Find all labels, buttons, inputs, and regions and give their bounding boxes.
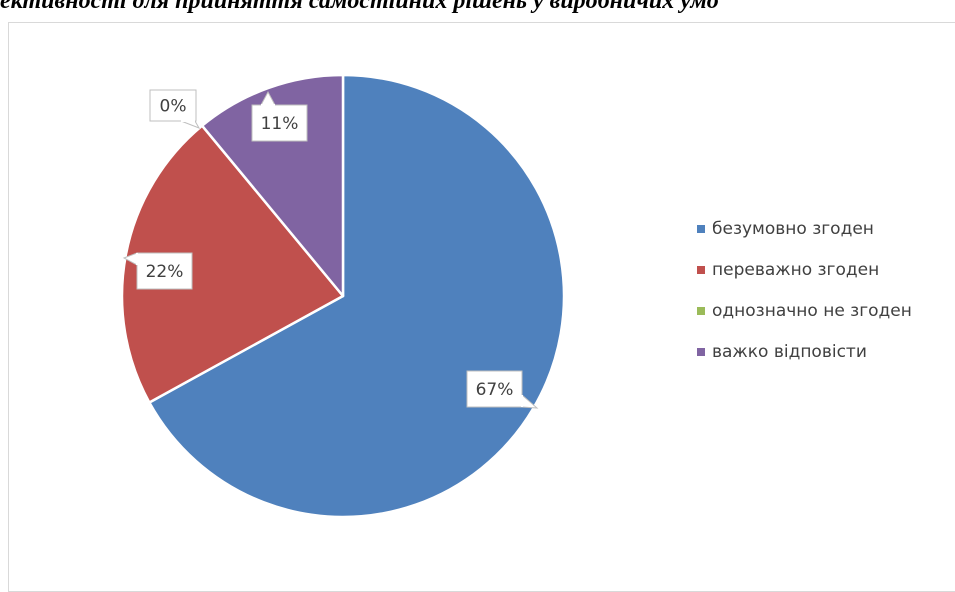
legend-label: безумовно згоден bbox=[712, 218, 874, 239]
legend-label: однозначно не згоден bbox=[712, 300, 912, 321]
callout-pointer bbox=[180, 120, 201, 129]
chart-legend: безумовно згоден переважно згоден однознач… bbox=[697, 217, 912, 381]
chart-heading-fragment: ективності для прийняття самостійних ріш… bbox=[0, 0, 719, 14]
callout-box bbox=[251, 104, 308, 142]
callout-box bbox=[149, 89, 197, 122]
data-label-callout-1: 22% bbox=[122, 252, 193, 290]
pie-slice-1 bbox=[120, 124, 345, 404]
data-label-0: 67% bbox=[476, 380, 514, 400]
callout-box bbox=[136, 252, 193, 290]
legend-label: переважно згоден bbox=[712, 259, 880, 280]
legend-item-2: однозначно не згоден bbox=[697, 299, 912, 322]
data-label-1: 22% bbox=[146, 262, 184, 282]
legend-item-3: важко відповісти bbox=[697, 340, 912, 363]
data-label-callout-2: 0% bbox=[149, 89, 201, 129]
pie-chart: 67% 22% 0% 11% bbox=[120, 73, 566, 519]
legend-item-1: переважно згоден bbox=[697, 258, 912, 281]
legend-label: важко відповісти bbox=[712, 341, 867, 362]
legend-swatch bbox=[697, 306, 705, 315]
callout-box bbox=[466, 370, 523, 408]
pie-slice-3 bbox=[200, 73, 345, 298]
data-label-3: 11% bbox=[261, 114, 299, 134]
pie-slice-0 bbox=[148, 73, 566, 519]
legend-swatch bbox=[697, 265, 705, 274]
data-label-2: 0% bbox=[160, 97, 187, 117]
legend-swatch bbox=[697, 347, 705, 356]
data-label-callout-3: 11% bbox=[251, 90, 308, 142]
legend-swatch bbox=[697, 224, 705, 233]
legend-item-0: безумовно згоден bbox=[697, 217, 912, 240]
data-label-callout-0: 67% bbox=[466, 370, 539, 409]
